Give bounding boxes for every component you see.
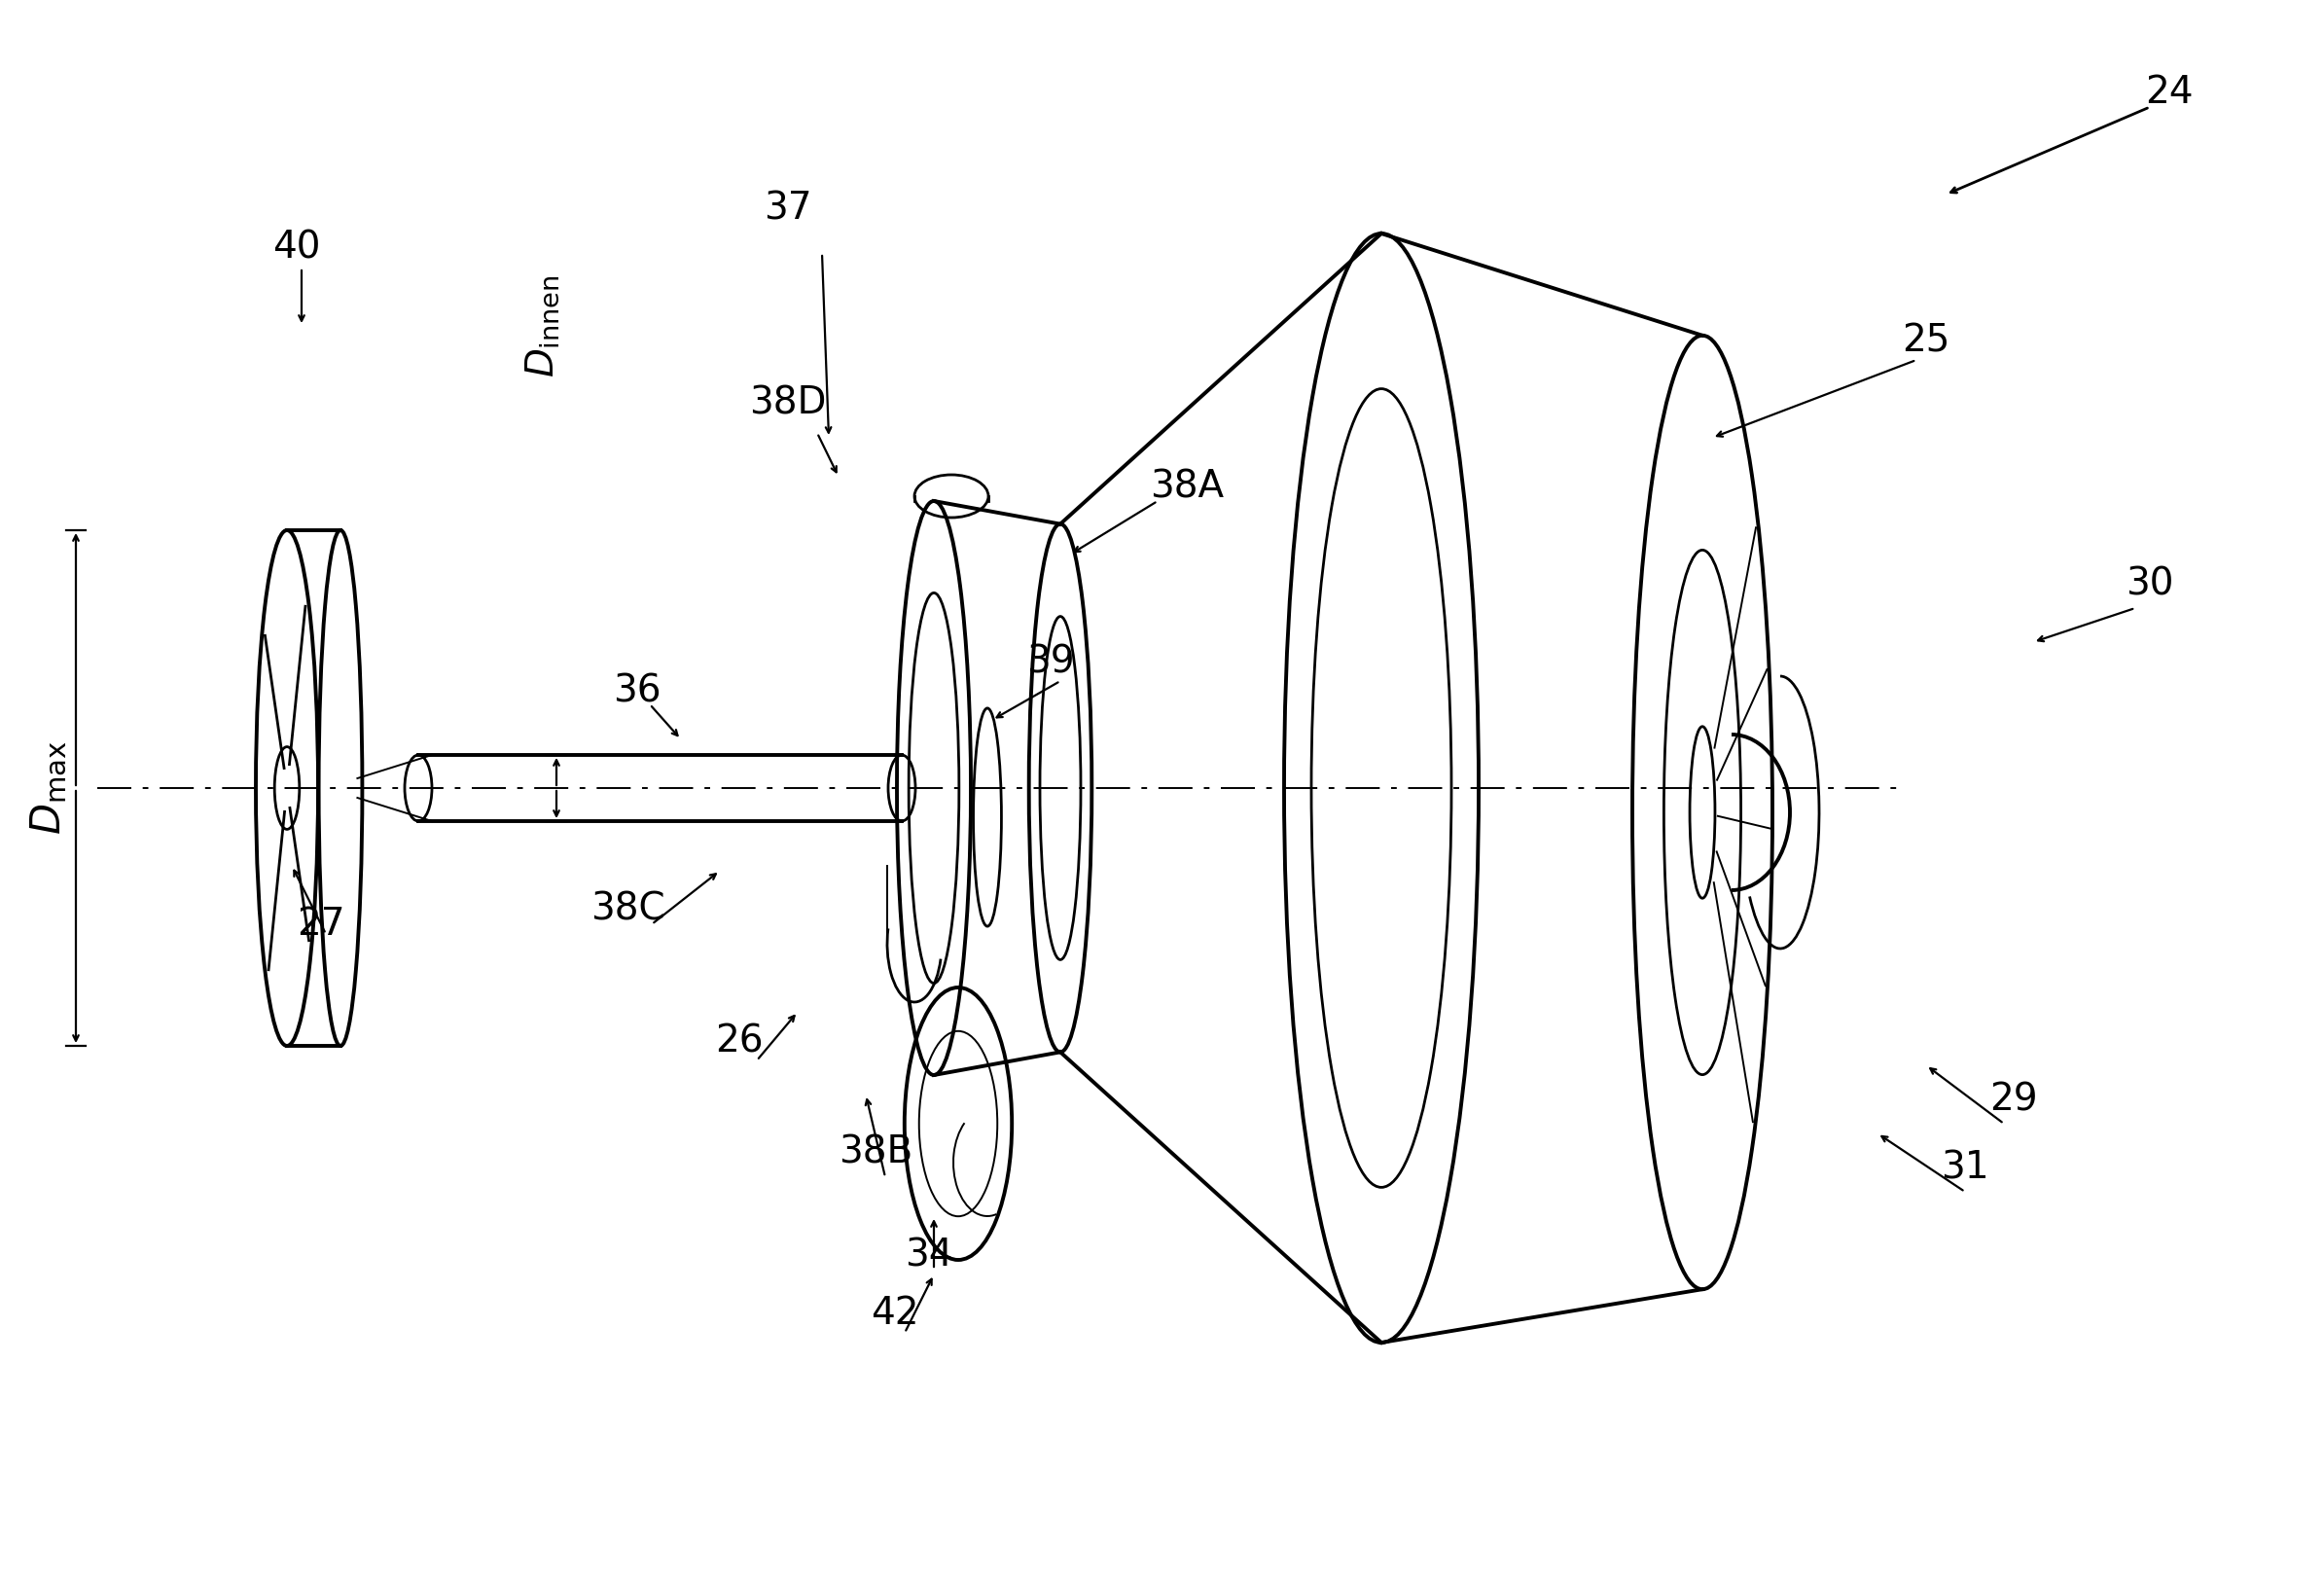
Text: 38D: 38D	[748, 385, 827, 422]
Text: 38B: 38B	[839, 1134, 913, 1172]
Text: 29: 29	[1989, 1082, 2038, 1118]
Text: 27: 27	[297, 906, 346, 943]
Text: 38C: 38C	[590, 891, 665, 928]
Text: 38A: 38A	[1150, 467, 1225, 505]
Text: $D_{\rm max}$: $D_{\rm max}$	[28, 741, 70, 835]
Text: 34: 34	[904, 1236, 953, 1274]
Text: 40: 40	[272, 229, 321, 267]
Text: 26: 26	[716, 1023, 765, 1060]
Text: 25: 25	[1901, 322, 1950, 358]
Text: 31: 31	[1941, 1150, 1989, 1186]
Text: 36: 36	[614, 673, 662, 709]
Text: 24: 24	[2145, 74, 2194, 111]
Text: $D_{\rm innen}$: $D_{\rm innen}$	[523, 275, 562, 377]
Text: 30: 30	[2126, 565, 2173, 602]
Text: 39: 39	[1027, 643, 1074, 681]
Text: 42: 42	[872, 1295, 918, 1331]
Text: 37: 37	[765, 191, 811, 227]
